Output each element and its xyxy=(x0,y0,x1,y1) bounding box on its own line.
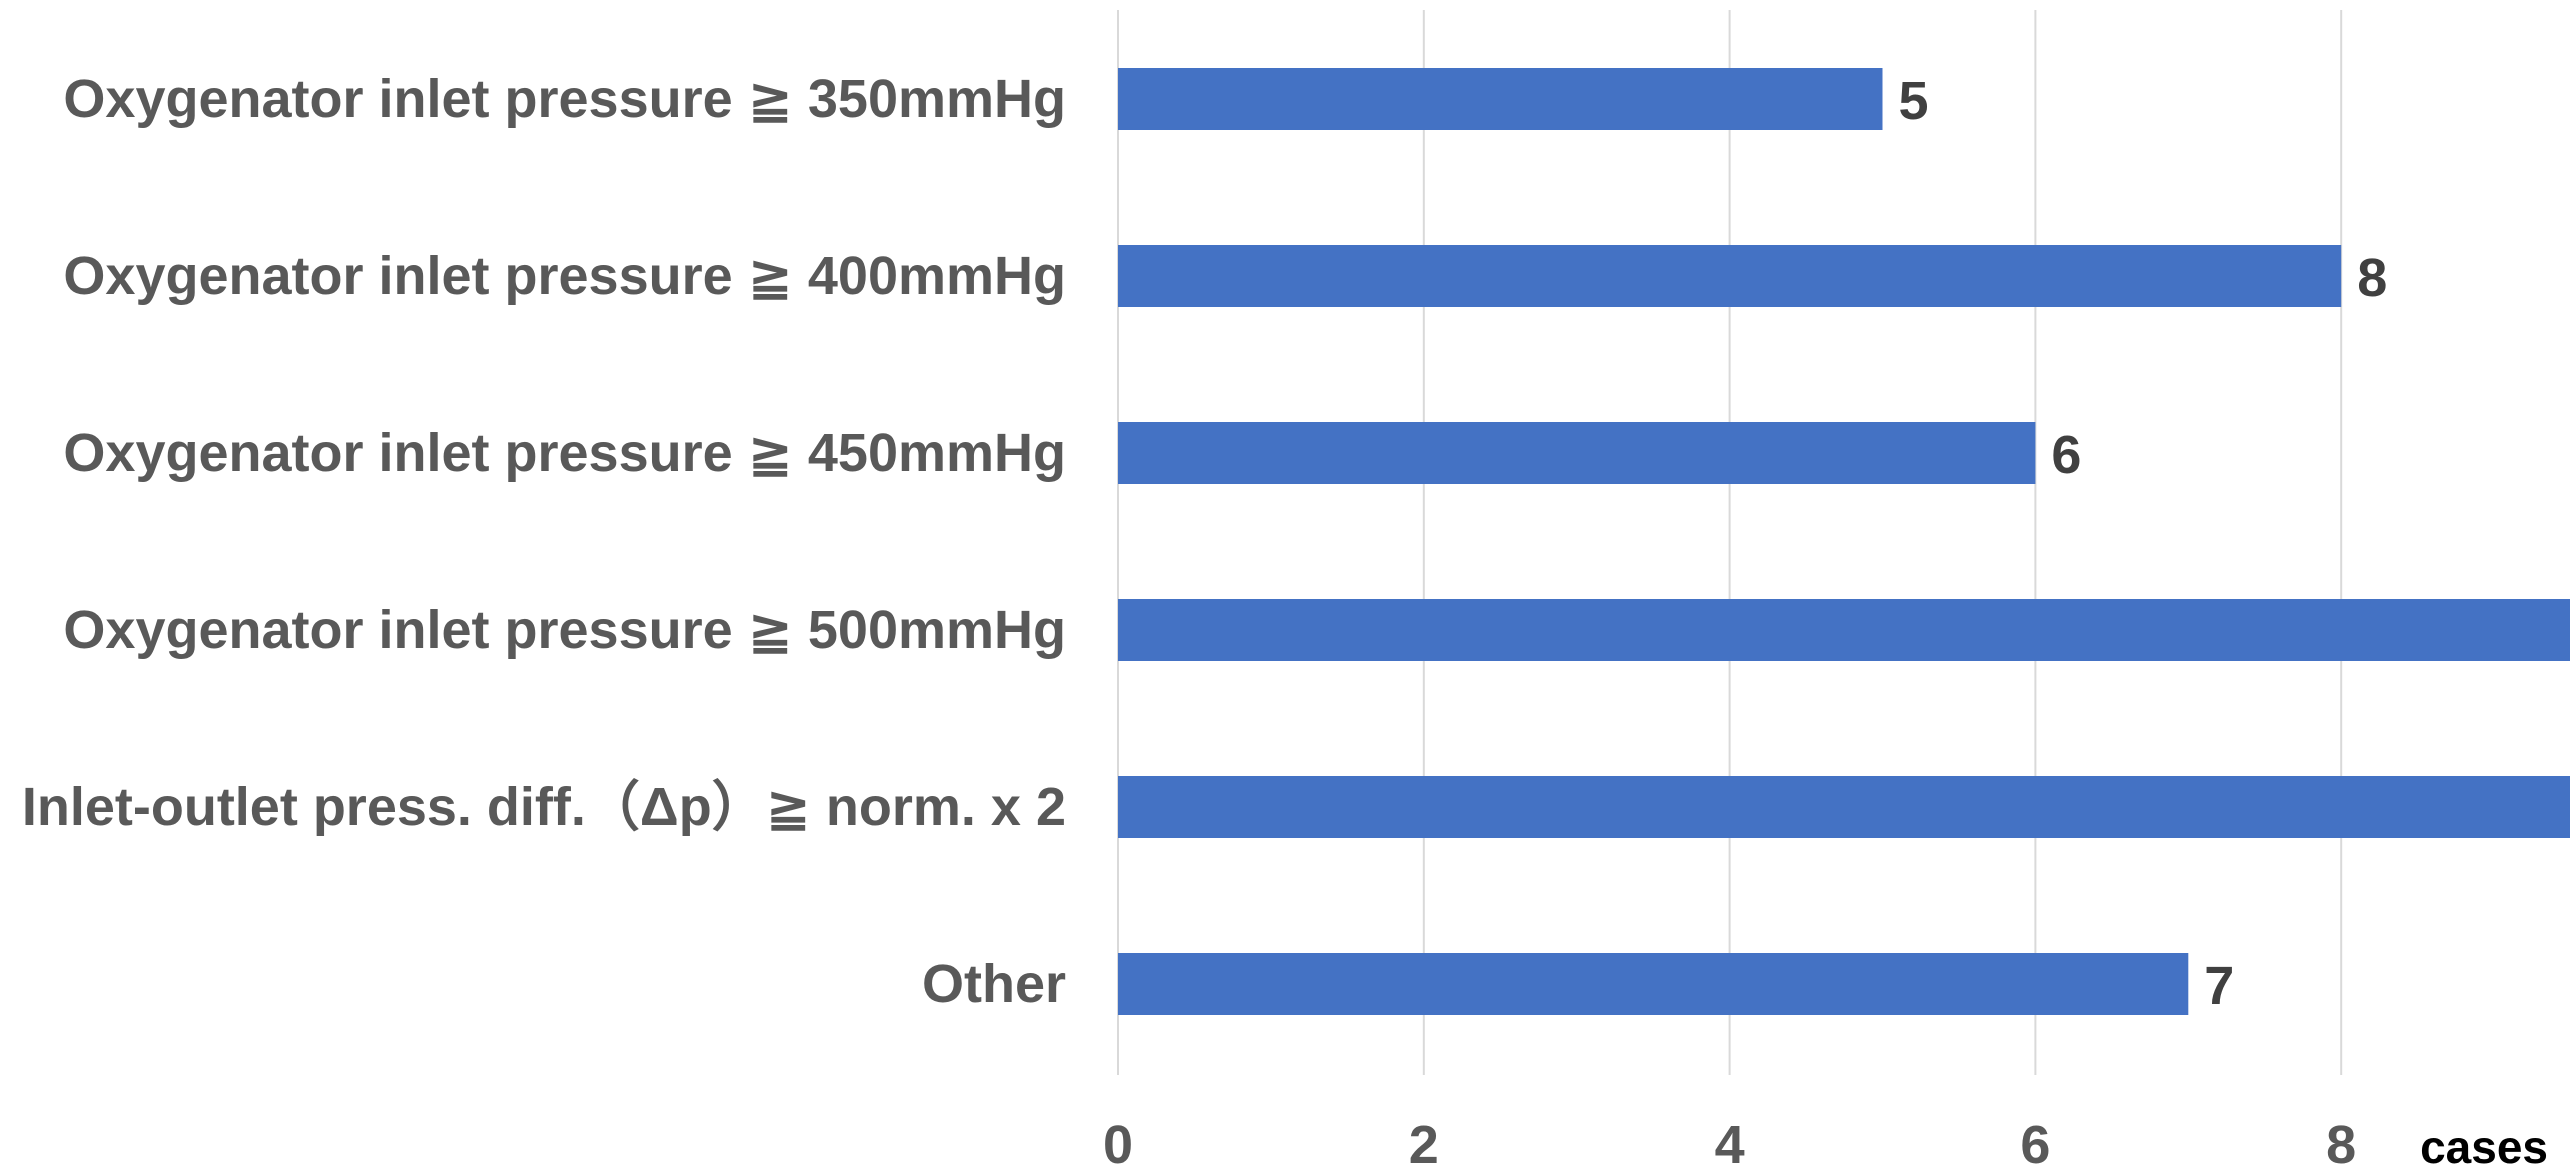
category-label: Oxygenator inlet pressure ≧ 500mmHg xyxy=(63,600,1066,660)
category-label: Other xyxy=(922,954,1066,1014)
x-tick-label: 8 xyxy=(2326,1115,2356,1166)
bar xyxy=(1118,422,2036,484)
bar xyxy=(1118,776,2570,838)
bar xyxy=(1118,68,1883,130)
x-tick-label: 0 xyxy=(1103,1115,1133,1166)
data-label: 7 xyxy=(2204,956,2234,1016)
category-label: Oxygenator inlet pressure ≧ 450mmHg xyxy=(63,423,1066,483)
x-unit-label: cases xyxy=(2420,1121,2548,1166)
bar xyxy=(1118,953,2189,1015)
x-tick-label: 4 xyxy=(1715,1115,1745,1166)
x-tick-label: 6 xyxy=(2020,1115,2050,1166)
bars xyxy=(1118,68,2570,1015)
gridlines xyxy=(1117,10,2343,1075)
bar xyxy=(1118,245,2342,307)
data-label: 6 xyxy=(2051,425,2081,485)
data-label: 5 xyxy=(1899,71,1929,131)
category-label: Oxygenator inlet pressure ≧ 350mmHg xyxy=(63,69,1066,129)
bar xyxy=(1118,599,2570,661)
x-tick-label: 2 xyxy=(1409,1115,1439,1166)
category-label: Oxygenator inlet pressure ≧ 400mmHg xyxy=(63,246,1066,306)
data-labels: 58615137 xyxy=(1899,71,2388,1016)
category-labels: Oxygenator inlet pressure ≧ 350mmHg Oxyge… xyxy=(22,69,1066,1014)
data-label: 8 xyxy=(2357,248,2387,308)
x-tick-labels: 0246810121416 xyxy=(1103,1115,2356,1166)
category-label: Inlet-outlet press. diff.（Δp）≧ norm. x 2 xyxy=(22,777,1066,837)
